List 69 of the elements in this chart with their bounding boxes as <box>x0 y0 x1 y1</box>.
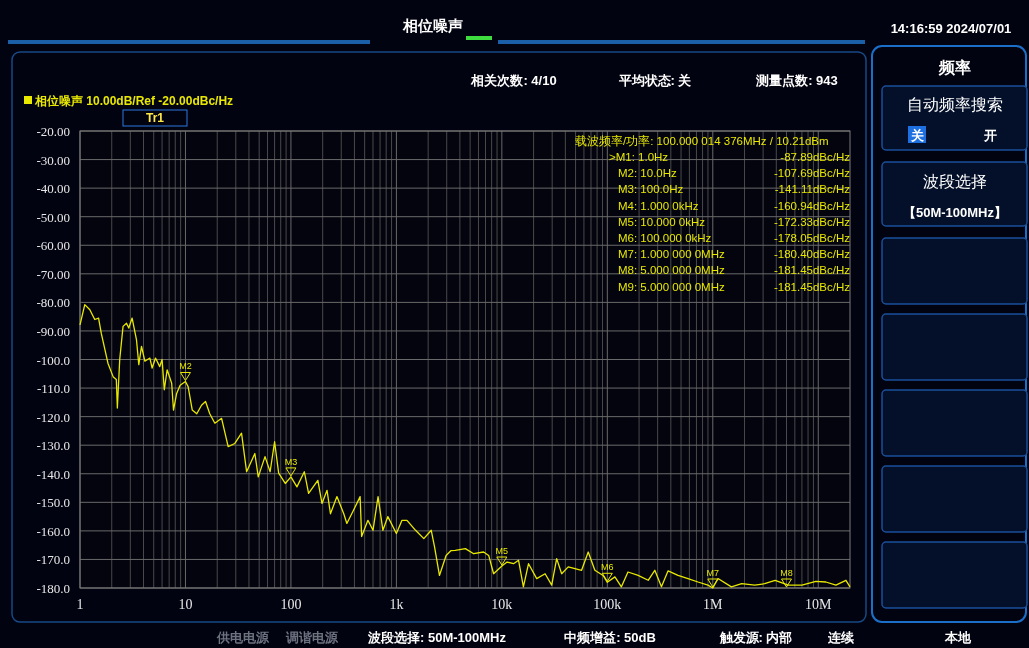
text: 中频增益: 50dB <box>564 630 656 645</box>
text: Tr1 <box>145 111 165 125</box>
chart-title: 相位噪声 <box>402 17 463 34</box>
text: 波段选择 <box>923 173 987 190</box>
annotation: 载波频率/功率: 100.000 014 376MHz / 10.21dBm <box>575 134 829 147</box>
x-tick-label: 100k <box>593 597 622 612</box>
annotation: -107.69dBc/Hz <box>773 167 851 180</box>
annotation: M7: 1.000 000 0MHz <box>618 248 725 261</box>
annotation: M3 <box>284 456 298 467</box>
annotation: -180.40dBc/Hz <box>773 248 851 261</box>
annotation: M5 <box>495 546 509 557</box>
x-tick-label: 100 <box>280 597 302 612</box>
y-tick-label: -40.00 <box>36 181 70 197</box>
annotation: -181.45dBc/Hz <box>773 280 851 293</box>
text: 供电电源 <box>216 630 270 645</box>
legend-label: 相位噪声 10.00dB/Ref -20.00dBc/Hz <box>34 94 234 108</box>
annotation: M2 <box>179 361 192 372</box>
text: 自动频率搜索 <box>907 96 1003 113</box>
y-tick-label: -20.00 <box>36 124 70 139</box>
x-tick-label: 10k <box>491 597 513 612</box>
y-tick-label: -150.0 <box>36 495 70 511</box>
annotation: M8 <box>780 568 793 578</box>
annotation: M9: 5.000 000 0MHz <box>618 280 725 293</box>
y-tick-label: -90.00 <box>36 323 70 339</box>
y-tick-label: -80.00 <box>36 295 70 311</box>
text: 本地 <box>944 630 972 645</box>
annotation: M3: 100.0Hz <box>618 183 684 196</box>
y-tick-label: -70.00 <box>36 266 70 282</box>
annotation: M2: 10.0Hz <box>618 167 678 180</box>
annotation: -160.94dBc/Hz <box>773 199 851 212</box>
text: 频率 <box>938 58 971 76</box>
annotation: -141.11dBc/Hz <box>774 183 851 196</box>
annotation: >M1: 1.0Hz <box>609 151 669 163</box>
text: 平均状态: 关 <box>617 73 693 88</box>
y-tick-label: -160.0 <box>36 523 70 539</box>
annotation: -87.89dBc/Hz <box>780 151 851 163</box>
y-tick-label: -50.00 <box>36 209 70 225</box>
y-tick-label: -140.0 <box>36 466 70 482</box>
y-tick-label: -180.0 <box>36 581 70 596</box>
x-tick-label: 10 <box>178 597 193 612</box>
text: 调谐电源 <box>285 630 339 645</box>
annotation: M5: 10.000 0kHz <box>618 215 706 228</box>
y-tick-label: -60.00 <box>36 238 70 254</box>
y-tick-label: -170.0 <box>36 552 70 568</box>
x-tick-label: 1 <box>76 597 84 612</box>
annotation: -172.33dBc/Hz <box>773 215 851 228</box>
text: 连续 <box>827 630 855 645</box>
annotation: M8: 5.000 000 0MHz <box>618 264 725 277</box>
annotation: M6: 100.000 0kHz <box>618 232 712 244</box>
annotation: -181.45dBc/Hz <box>773 264 851 277</box>
text: 波段选择: 50M-100MHz <box>367 630 507 645</box>
y-tick-label: -100.0 <box>36 352 70 368</box>
text: 【50M-100MHz】 <box>902 205 1008 220</box>
y-tick-label: -110.0 <box>36 381 70 397</box>
x-tick-label: 1k <box>389 597 404 612</box>
y-tick-label: -30.00 <box>36 152 70 168</box>
text: 相关次数: 4/10 <box>470 73 557 88</box>
annotation: M7 <box>706 568 720 578</box>
x-tick-label: 1M <box>703 597 724 612</box>
y-tick-label: -130.0 <box>36 438 70 454</box>
text: 14:16:59 2024/07/01 <box>890 21 1012 36</box>
x-tick-label: 10M <box>805 597 833 612</box>
y-tick-label: -120.0 <box>36 409 70 425</box>
annotation: -178.05dBc/Hz <box>773 232 851 244</box>
annotation: M6 <box>601 562 614 573</box>
annotation: M4: 1.000 0kHz <box>618 199 699 212</box>
text: 触发源: 内部 <box>718 630 793 645</box>
text: 开 <box>982 128 997 143</box>
text: 测量点数: 943 <box>755 73 838 88</box>
